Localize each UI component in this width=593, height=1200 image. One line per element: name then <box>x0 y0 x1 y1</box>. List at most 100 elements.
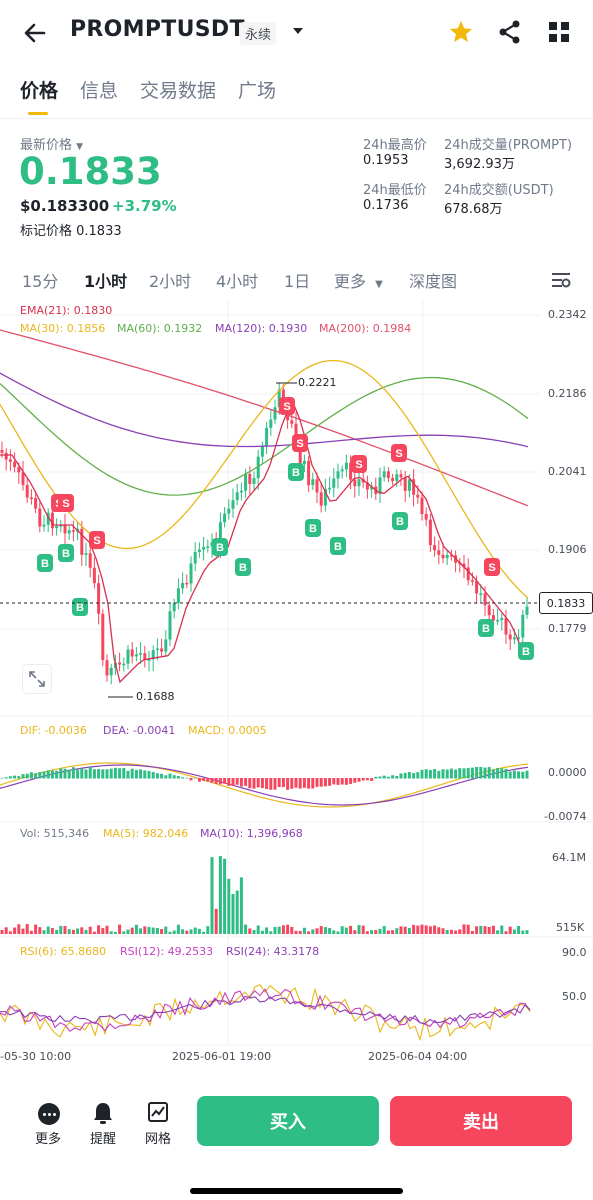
candle-body <box>126 649 130 664</box>
tab-trading-data[interactable]: 交易数据 <box>140 80 217 102</box>
turnover-24h-label: 24h成交额(USDT) <box>444 183 554 198</box>
candle-body <box>139 653 143 655</box>
volume-bar <box>294 930 298 934</box>
trade-marker-badge <box>392 512 408 530</box>
macd-bar <box>412 773 416 779</box>
candle-body <box>491 615 495 621</box>
macd-value-label: MACD: 0.0005 <box>188 724 267 737</box>
volume-bar <box>197 928 201 934</box>
trade-marker-letter: B <box>216 542 224 554</box>
candle-body <box>428 519 432 546</box>
price-axis-tick: 0.2186 <box>548 387 587 400</box>
rsi12-line <box>0 988 531 1033</box>
trade-marker-letter: B <box>292 467 300 479</box>
interval-1h[interactable]: 1小时 <box>84 272 128 291</box>
ema21-label: EMA(21): 0.1830 <box>20 304 113 317</box>
price-axis-tick: 0.1779 <box>548 622 587 635</box>
macd-dea-label: DEA: -0.0041 <box>103 724 176 737</box>
candle-body <box>151 650 155 660</box>
trade-marker-badge <box>37 554 53 572</box>
high-24h-label: 24h最高价 <box>363 138 427 153</box>
volume-bar <box>55 929 59 934</box>
alert-label[interactable]: 提醒 <box>89 1132 116 1147</box>
volume-bar <box>454 930 458 934</box>
tab-square[interactable]: 广场 <box>238 80 277 102</box>
low-24h-label: 24h最低价 <box>363 183 427 198</box>
trade-marker-letter: S <box>355 459 362 471</box>
candle-body <box>424 513 428 520</box>
interval-more[interactable]: 更多 ▼ <box>334 272 383 291</box>
volume-bar <box>374 930 378 934</box>
candle-body <box>109 667 113 676</box>
candle-body <box>521 614 525 638</box>
macd-bar <box>491 769 495 779</box>
grid-trading-icon[interactable] <box>147 1101 169 1123</box>
macd-bar <box>311 778 315 789</box>
volume-bar <box>340 926 344 934</box>
macd-bar <box>269 778 273 790</box>
macd-bar <box>76 769 80 779</box>
candle-body <box>206 546 210 548</box>
caret-down-icon[interactable] <box>291 24 305 38</box>
rsi24-line <box>0 995 531 1025</box>
macd-bar <box>378 776 382 779</box>
volume-bar <box>328 928 332 934</box>
candle-body <box>176 588 180 603</box>
candle-body <box>168 611 172 640</box>
macd-bar <box>340 778 344 785</box>
tab-info[interactable]: 信息 <box>80 80 119 102</box>
candle-body <box>508 634 512 640</box>
price-axis-tick: 0.1906 <box>548 543 587 556</box>
volume-bar <box>193 927 197 934</box>
volume-ma5-label: MA(5): 982,046 <box>103 827 189 840</box>
grid-label[interactable]: 网格 <box>144 1132 171 1147</box>
candle-body <box>340 469 344 472</box>
share-icon[interactable] <box>496 18 524 46</box>
bell-icon[interactable] <box>92 1101 114 1125</box>
macd-bar <box>176 776 180 779</box>
trade-marker-badge <box>292 434 308 452</box>
symbol-title[interactable]: PROMPTUSDT <box>70 17 245 42</box>
macd-bar <box>294 778 298 788</box>
star-icon[interactable] <box>447 18 475 46</box>
volume-bar <box>458 929 462 934</box>
depth-chart-tab[interactable]: 深度图 <box>409 272 458 291</box>
macd-bar <box>420 769 424 779</box>
last-price-label[interactable]: 最新价格 ▼ <box>20 138 84 153</box>
candle-body <box>160 648 164 652</box>
macd-bar <box>487 767 491 779</box>
macd-bar <box>71 767 75 779</box>
volume-label: Vol: 515,346 <box>20 827 90 840</box>
macd-bar <box>462 768 466 779</box>
interval-4h[interactable]: 4小时 <box>216 272 259 291</box>
macd-bar <box>239 778 243 787</box>
candle-body <box>42 524 46 527</box>
interval-1d[interactable]: 1日 <box>284 272 311 291</box>
candle-body <box>462 563 466 568</box>
volume-bar <box>160 929 164 934</box>
volume-bar <box>521 930 525 934</box>
interval-2h[interactable]: 2小时 <box>149 272 192 291</box>
back-arrow-icon[interactable] <box>20 18 50 48</box>
chart-settings-icon[interactable] <box>550 270 572 290</box>
more-label[interactable]: 更多 <box>34 1132 61 1147</box>
interval-15m[interactable]: 15分 <box>22 272 59 291</box>
candle-body <box>260 446 264 457</box>
kline-chart[interactable]: BBBBBBBBBBBSSSSSSSS <box>0 296 593 1056</box>
candle-body <box>277 389 281 408</box>
grid-layout-icon[interactable] <box>545 18 573 46</box>
macd-bar <box>59 768 63 779</box>
fullscreen-button[interactable] <box>22 664 52 694</box>
candle-body <box>269 419 273 428</box>
volume-bar <box>109 931 113 934</box>
buy-button[interactable]: 买入 <box>197 1096 379 1146</box>
macd-bar <box>449 768 453 779</box>
volume-bar <box>227 878 231 934</box>
macd-bar <box>231 778 235 786</box>
macd-bar <box>21 774 25 779</box>
trade-marker-badge <box>478 619 494 637</box>
macd-bar <box>323 778 327 787</box>
sell-button[interactable]: 卖出 <box>390 1096 572 1146</box>
more-icon[interactable] <box>38 1103 60 1125</box>
tab-price[interactable]: 价格 <box>20 76 58 116</box>
